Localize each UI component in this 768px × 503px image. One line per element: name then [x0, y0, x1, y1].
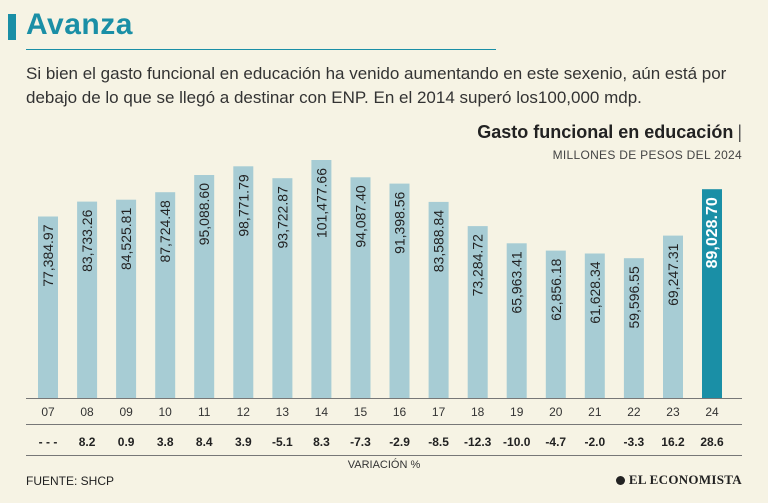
- value-label-11: 95,088.60: [196, 183, 212, 245]
- publisher-logo: EL ECONOMISTA: [615, 472, 742, 488]
- variation-value-09: 0.9: [118, 435, 135, 449]
- year-label-10: 10: [159, 405, 173, 419]
- variation-value-07: - - -: [39, 435, 58, 449]
- source-note: FUENTE: SHCP: [26, 474, 115, 488]
- bar-13: [272, 178, 293, 398]
- year-label-17: 17: [432, 405, 446, 419]
- year-label-14: 14: [315, 405, 329, 419]
- value-label-20: 62,856.18: [548, 258, 564, 320]
- year-label-23: 23: [666, 405, 680, 419]
- year-label-08: 08: [80, 405, 94, 419]
- variation-value-08: 8.2: [79, 435, 96, 449]
- variation-value-24: 28.6: [700, 435, 724, 449]
- chart-title: Gasto funcional en educación |: [477, 122, 742, 143]
- year-label-15: 15: [354, 405, 368, 419]
- variation-value-22: -3.3: [624, 435, 645, 449]
- variation-value-14: 8.3: [313, 435, 330, 449]
- year-label-21: 21: [588, 405, 602, 419]
- title-accent-bar: [8, 14, 16, 40]
- variation-value-19: -10.0: [503, 435, 531, 449]
- year-label-12: 12: [237, 405, 251, 419]
- variation-value-10: 3.8: [157, 435, 174, 449]
- bar-09: [116, 199, 137, 398]
- variation-value-23: 16.2: [661, 435, 685, 449]
- variation-divider: [26, 455, 742, 456]
- variation-value-21: -2.0: [584, 435, 605, 449]
- year-label-22: 22: [627, 405, 641, 419]
- variation-value-13: -5.1: [272, 435, 293, 449]
- bar-16: [389, 183, 410, 398]
- year-label-16: 16: [393, 405, 407, 419]
- bar-23: [663, 235, 683, 398]
- bar-10: [155, 192, 176, 398]
- variation-value-20: -4.7: [545, 435, 566, 449]
- value-label-14: 101,477.66: [313, 168, 329, 238]
- value-label-07: 77,384.97: [40, 224, 56, 286]
- value-label-08: 83,733.26: [79, 209, 95, 271]
- bar-12: [233, 166, 254, 398]
- value-label-18: 73,284.72: [470, 234, 486, 296]
- year-label-19: 19: [510, 405, 524, 419]
- bar-07: [38, 216, 58, 398]
- value-label-23: 69,247.31: [665, 243, 681, 305]
- year-label-11: 11: [198, 405, 211, 419]
- logo-icon: [615, 476, 625, 485]
- value-label-15: 94,087.40: [352, 185, 368, 247]
- variation-label: VARIACIÓN %: [347, 459, 421, 471]
- variation-value-15: -7.3: [350, 435, 371, 449]
- bar-14: [311, 160, 332, 398]
- value-label-22: 59,596.55: [626, 266, 642, 328]
- bar-20: [545, 250, 566, 398]
- bar-22: [623, 258, 644, 398]
- page-title: Avanza: [26, 8, 133, 41]
- chart-units: MILLONES DE PESOS DEL 2024: [552, 148, 742, 162]
- value-label-19: 65,963.41: [509, 251, 525, 313]
- year-label-24: 24: [705, 405, 719, 419]
- chart-title-text: Gasto funcional en educación: [477, 122, 734, 142]
- variation-value-17: -8.5: [428, 435, 449, 449]
- value-label-12: 98,771.79: [235, 174, 251, 236]
- bar-21: [584, 253, 605, 398]
- value-label-21: 61,628.34: [587, 261, 603, 323]
- bar-17: [428, 201, 449, 398]
- year-label-20: 20: [549, 405, 563, 419]
- year-label-09: 09: [119, 405, 133, 419]
- value-label-24: 89,028.70: [704, 197, 721, 268]
- bar-24: [702, 189, 722, 398]
- chart-baseline: [26, 398, 742, 399]
- value-label-10: 87,724.48: [157, 200, 173, 262]
- variation-value-18: -12.3: [464, 435, 492, 449]
- value-label-17: 83,588.84: [431, 210, 447, 272]
- bar-08: [77, 201, 98, 398]
- variation-value-12: 3.9: [235, 435, 252, 449]
- page-subtitle: Si bien el gasto funcional en educación …: [26, 64, 727, 107]
- year-label-07: 07: [41, 405, 55, 419]
- variation-value-16: -2.9: [389, 435, 410, 449]
- chart-title-pipe: |: [737, 122, 742, 142]
- value-label-13: 93,722.87: [274, 186, 290, 248]
- year-divider: [26, 424, 742, 425]
- year-label-18: 18: [471, 405, 485, 419]
- year-label-13: 13: [276, 405, 290, 419]
- logo-text: EL ECONOMISTA: [628, 472, 742, 487]
- bar-19: [506, 243, 527, 398]
- bar-15: [350, 177, 371, 398]
- bar-18: [467, 226, 488, 398]
- bar-11: [194, 175, 215, 398]
- title-divider: [26, 49, 496, 50]
- value-label-16: 91,398.56: [392, 191, 408, 253]
- variation-value-11: 8.4: [196, 435, 213, 449]
- value-label-09: 84,525.81: [118, 208, 134, 270]
